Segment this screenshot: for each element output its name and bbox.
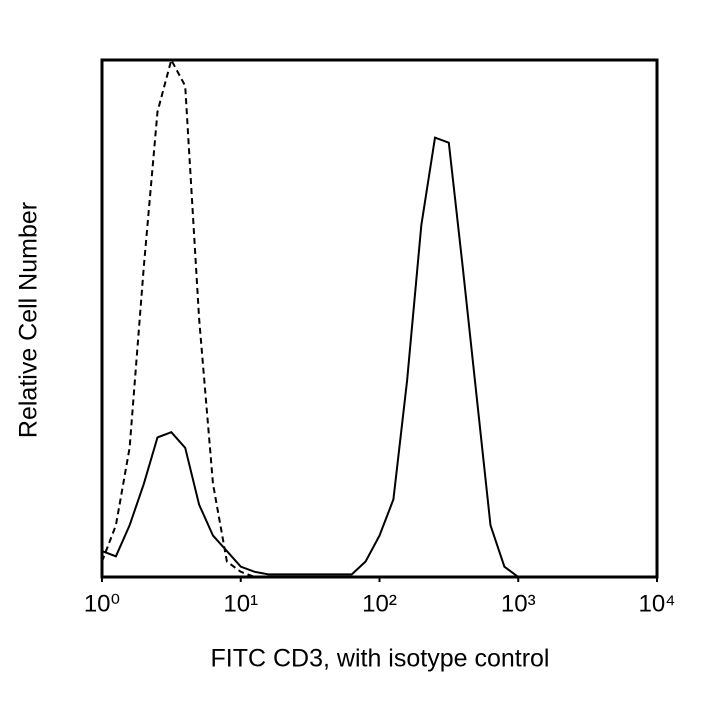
x-tick-label: 10² <box>362 590 397 617</box>
series-line <box>101 136 519 578</box>
x-tick-label: 10¹ <box>223 590 258 617</box>
x-tick-label: 10⁴ <box>638 590 675 617</box>
x-tick-label: 10³ <box>501 590 536 617</box>
y-axis-label: Relative Cell Number <box>15 202 43 438</box>
series-line <box>101 57 519 578</box>
x-tick-label: 10⁰ <box>84 590 120 617</box>
x-axis-label: FITC CD3, with isotype control <box>211 645 550 673</box>
plot-frame <box>100 58 659 579</box>
